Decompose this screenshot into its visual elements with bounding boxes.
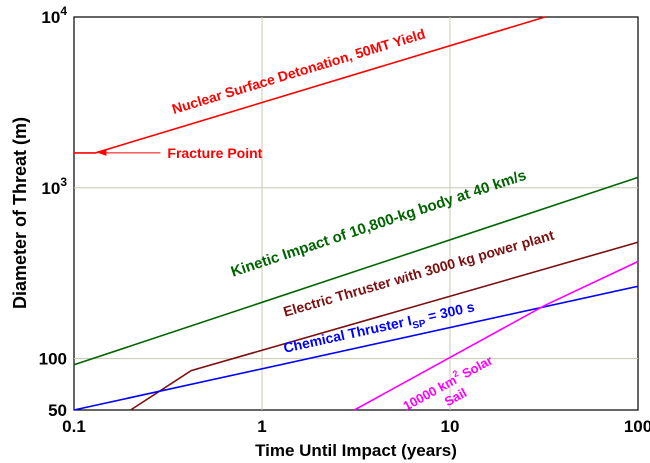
grid xyxy=(74,17,638,410)
x-axis-title: Time Until Impact (years) xyxy=(255,441,457,460)
x-tick-label: 100 xyxy=(624,417,650,436)
series-label-nuclear: Nuclear Surface Detonation, 50MT Yield xyxy=(170,25,427,117)
y-tick-label: 100 xyxy=(39,350,67,369)
series-labels: Nuclear Surface Detonation, 50MT Yield Fr… xyxy=(98,25,556,414)
x-tick-label: 0.1 xyxy=(62,417,86,436)
y-tick-labels: 50 100 103 104 xyxy=(39,4,68,420)
x-tick-label: 1 xyxy=(257,417,266,436)
y-tick-label: 103 xyxy=(41,175,67,198)
y-tick-label: 50 xyxy=(48,401,67,420)
fracture-point-label: Fracture Point xyxy=(167,145,262,161)
y-axis-title: Diameter of Threat (m) xyxy=(10,117,30,309)
series-line-chemical xyxy=(73,285,639,411)
y-tick-label: 104 xyxy=(41,4,67,27)
series-line-electric xyxy=(130,241,639,411)
series-line-solar xyxy=(354,260,639,411)
series-line-nuclear xyxy=(74,16,546,154)
x-tick-labels: 0.1 1 10 100 xyxy=(62,417,650,436)
x-tick-label: 10 xyxy=(441,417,460,436)
series-line-kinetic xyxy=(73,176,639,366)
series-lines xyxy=(73,16,639,411)
fracture-arrow-head xyxy=(98,149,107,156)
plot-frame xyxy=(73,16,639,411)
